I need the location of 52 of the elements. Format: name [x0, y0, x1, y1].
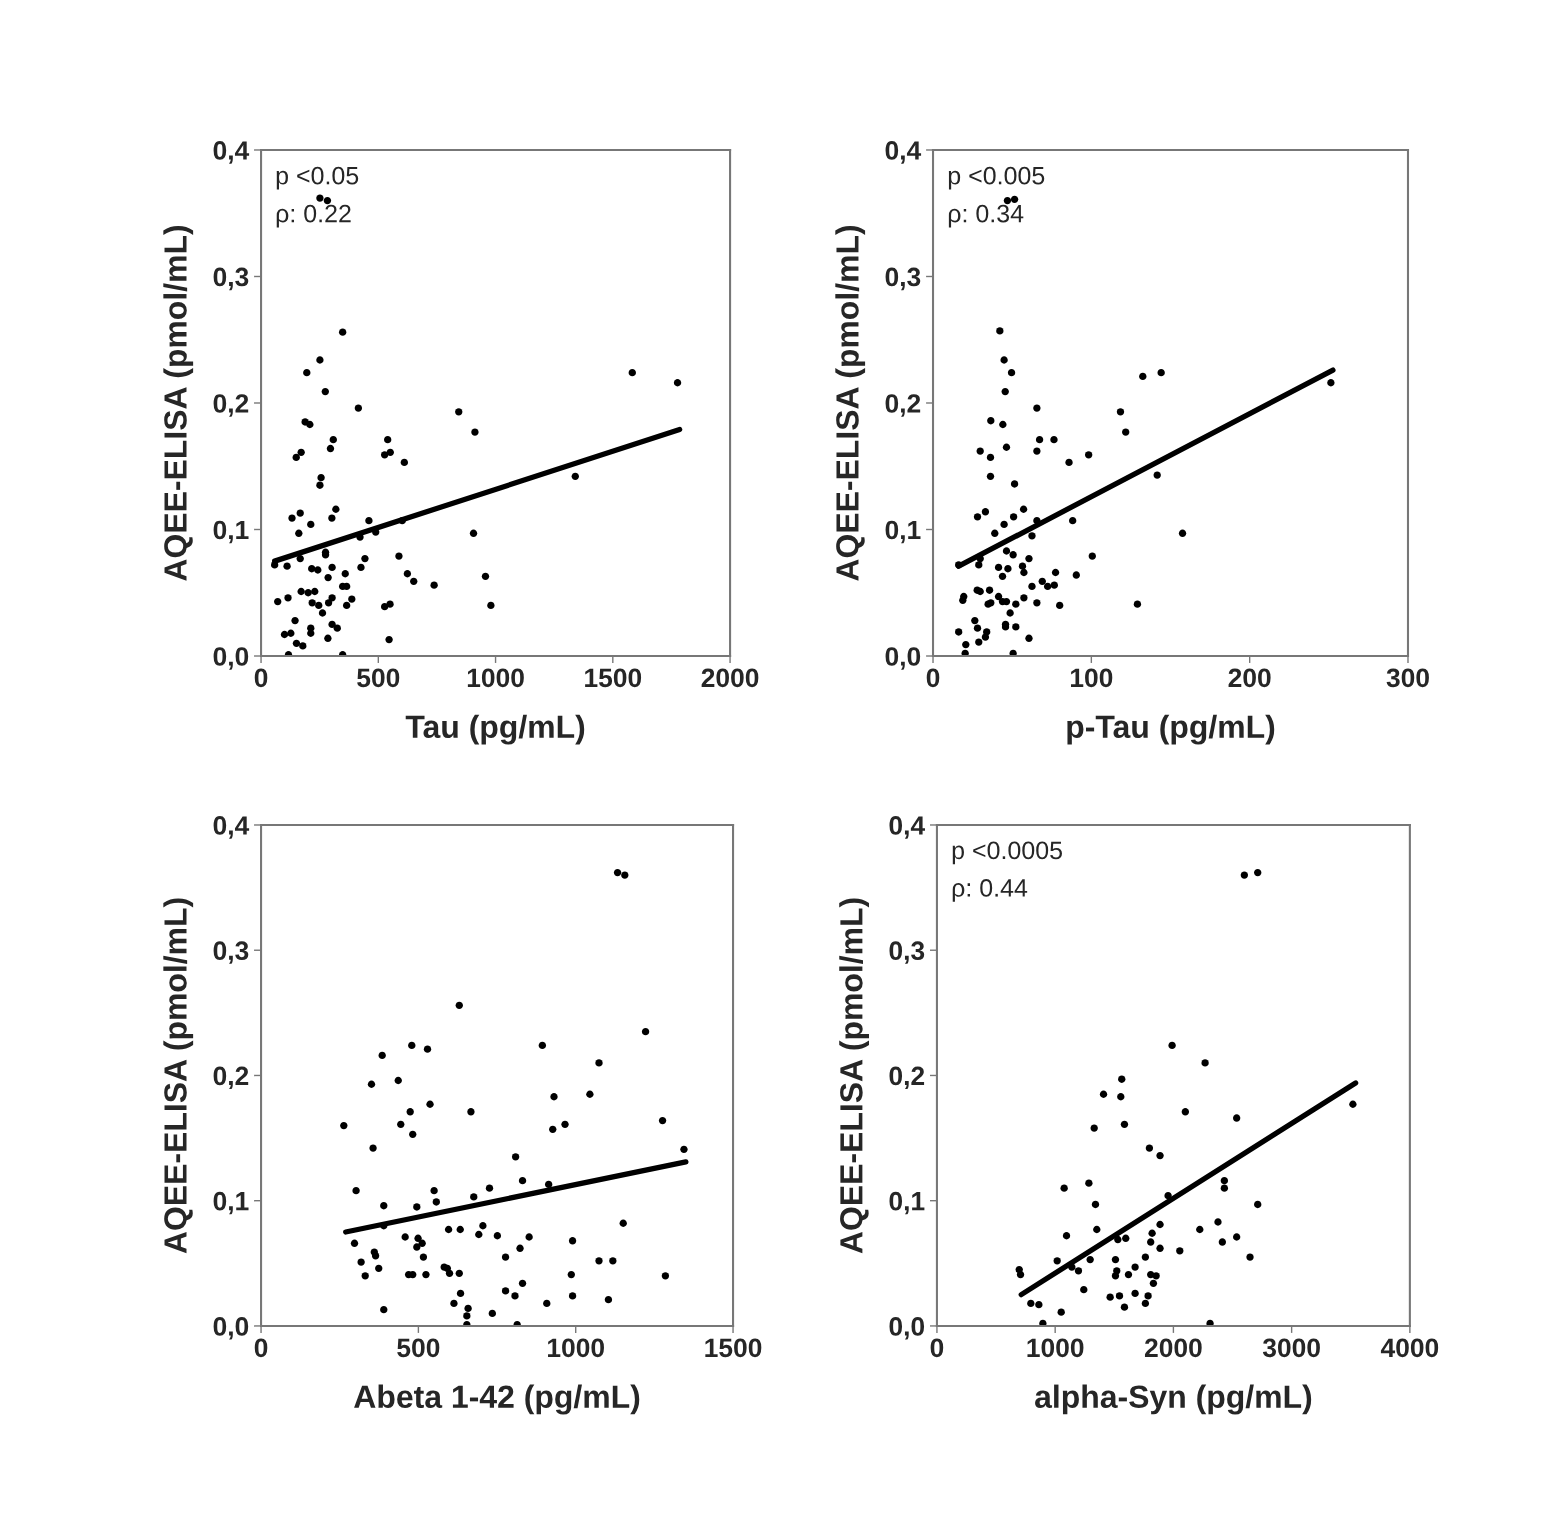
- x-tick-label: 100: [1070, 668, 1113, 688]
- y-tick-label: 0,2: [889, 1066, 925, 1090]
- y-tick-label: 0,1: [213, 520, 249, 544]
- y-tick-label: 0,0: [213, 647, 249, 670]
- y-tick-label: 0,1: [889, 1191, 925, 1215]
- y-tick-label: 0,3: [885, 267, 921, 291]
- y-tick-label: 0,4: [213, 816, 250, 839]
- annotation: p <0.05: [276, 166, 359, 190]
- x-tick-label: 200: [1228, 668, 1271, 688]
- y-tick-label: 0,0: [885, 647, 921, 670]
- x-tick-label: 500: [357, 668, 400, 688]
- annotation: ρ: 0.22: [276, 204, 351, 228]
- x-axis-title: alpha-Syn (pg/mL): [1035, 1384, 1312, 1415]
- x-tick-label: 500: [397, 1338, 440, 1358]
- x-tick-label: 0: [926, 668, 940, 688]
- x-tick-label: 300: [1386, 668, 1429, 688]
- x-tick-label: 1500: [585, 668, 642, 688]
- x-tick-label: 1000: [548, 1338, 604, 1358]
- x-tick-label: 0: [254, 1338, 268, 1358]
- x-tick-label: 3000: [1262, 1338, 1320, 1358]
- y-tick-label: 0,4: [213, 141, 250, 164]
- x-tick-label: 0: [254, 668, 268, 688]
- y-tick-label: 0,2: [885, 394, 921, 417]
- y-tick-label: 0,2: [213, 394, 249, 417]
- y-tick-label: 0,4: [889, 816, 925, 839]
- y-tick-label: 0,0: [213, 1317, 249, 1340]
- x-tick-label: 2000: [1144, 1338, 1202, 1358]
- y-tick-label: 0,2: [213, 1066, 249, 1090]
- x-tick-label: 2000: [701, 668, 759, 688]
- annotation: p <0.0005: [952, 841, 1062, 865]
- y-axis-title: AQEE-ELISA (pmol/mL): [839, 898, 870, 1254]
- x-tick-label: 1500: [705, 1338, 762, 1358]
- y-tick-label: 0,1: [885, 520, 921, 544]
- y-axis-title: AQEE-ELISA (pmol/mL): [835, 225, 866, 581]
- x-tick-label: 0: [930, 1338, 944, 1358]
- y-tick-label: 0,3: [213, 941, 249, 964]
- y-axis-title: AQEE-ELISA (pmol/mL): [163, 898, 194, 1254]
- x-axis-title: Abeta 1-42 (pg/mL): [354, 1384, 640, 1415]
- y-tick-label: 0,1: [213, 1191, 249, 1215]
- x-tick-label: 4000: [1380, 1338, 1439, 1358]
- y-tick-label: 0,3: [889, 941, 925, 964]
- annotation: ρ: 0.44: [952, 879, 1028, 902]
- x-tick-label: 1000: [1027, 1338, 1084, 1358]
- y-axis-title: AQEE-ELISA (pmol/mL): [163, 225, 194, 581]
- annotation: ρ: 0.34: [948, 204, 1024, 228]
- annotation: p <0.005: [948, 166, 1045, 190]
- x-axis-title: Tau (pg/mL): [405, 714, 585, 745]
- y-tick-label: 0,4: [885, 141, 922, 164]
- y-tick-label: 0,3: [213, 267, 249, 291]
- x-axis-title: p-Tau (pg/mL): [1067, 714, 1275, 745]
- x-tick-label: 1000: [467, 668, 524, 688]
- y-tick-label: 0,0: [889, 1317, 925, 1340]
